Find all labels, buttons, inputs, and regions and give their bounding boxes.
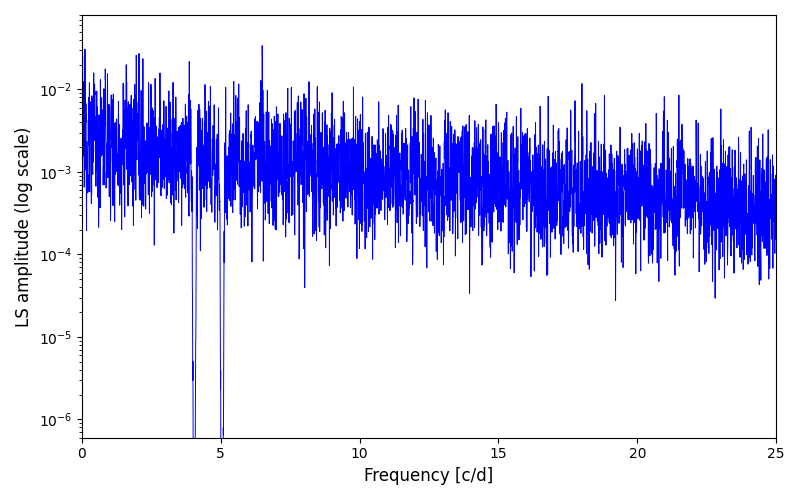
Y-axis label: LS amplitude (log scale): LS amplitude (log scale)	[15, 126, 33, 326]
X-axis label: Frequency [c/d]: Frequency [c/d]	[364, 467, 494, 485]
